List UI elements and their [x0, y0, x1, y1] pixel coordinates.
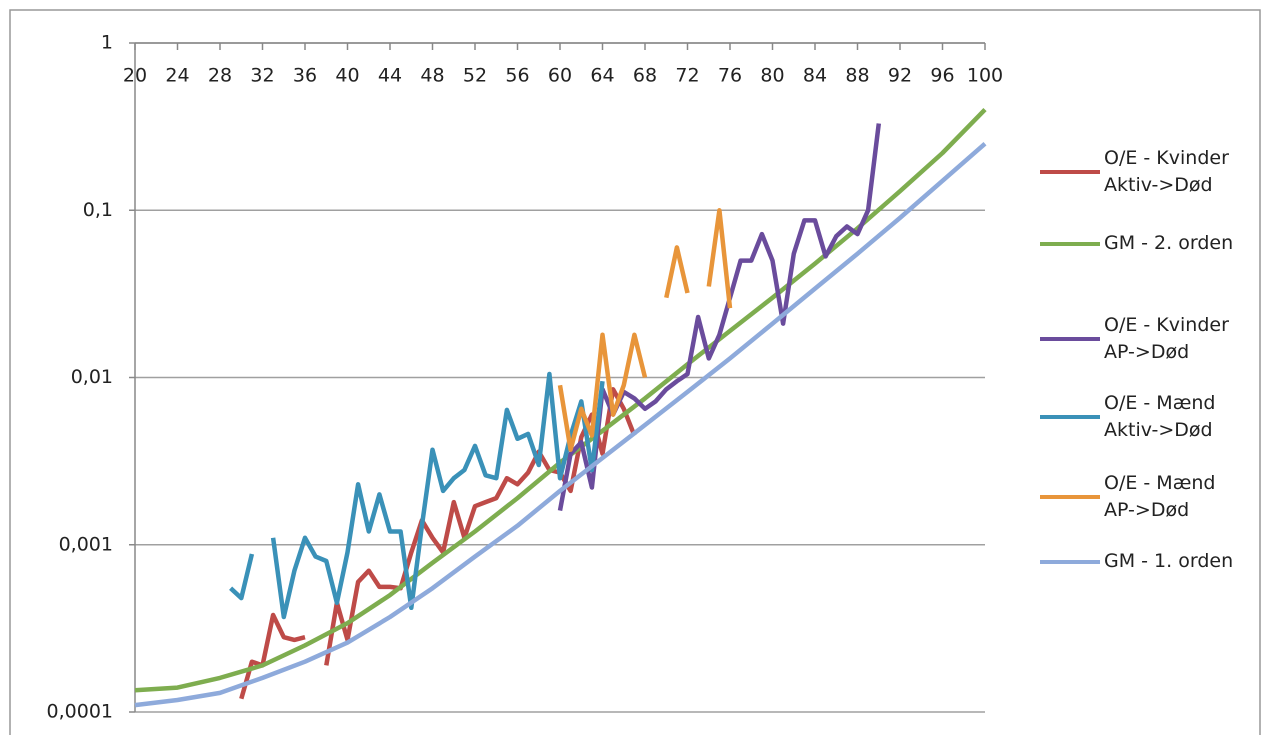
legend-item: O/E - Mænd Aktiv->Død: [1040, 390, 1215, 444]
series-line: [557, 208, 733, 452]
legend-swatch: [1040, 495, 1100, 499]
y-tick-label: 0,01: [71, 366, 113, 388]
legend-label: O/E - Kvinder AP->Død: [1104, 314, 1229, 363]
legend-label: GM - 2. orden: [1104, 232, 1234, 254]
x-tick-label: 100: [967, 65, 1003, 87]
series-line: [239, 387, 637, 700]
legend-swatch: [1040, 559, 1100, 564]
legend-swatch: [1040, 415, 1100, 419]
x-tick-label: 60: [548, 65, 572, 87]
x-tick-label: 80: [760, 65, 784, 87]
legend-label: O/E - Mænd Aktiv->Død: [1104, 392, 1216, 441]
x-tick-label: 68: [633, 65, 657, 87]
y-tick-label: 0,1: [83, 199, 113, 221]
x-tick-label: 40: [335, 65, 359, 87]
y-tick-label: 0,001: [59, 533, 113, 555]
x-tick-label: 20: [123, 65, 147, 87]
y-tick-label: 1: [101, 32, 113, 54]
chart-frame: [9, 9, 1261, 735]
series-line: [229, 371, 605, 620]
legend-swatch: [1040, 170, 1100, 174]
legend-item: O/E - Kvinder Aktiv->Død: [1040, 145, 1229, 199]
x-tick-label: 96: [930, 65, 954, 87]
series-line: [134, 108, 987, 693]
x-tick-label: 28: [208, 65, 232, 87]
x-tick-label: 64: [590, 65, 614, 87]
legend-item: O/E - Kvinder AP->Død: [1040, 312, 1229, 366]
legend-label: GM - 1. orden: [1104, 550, 1234, 572]
x-tick-label: 88: [845, 65, 869, 87]
x-tick-label: 84: [803, 65, 827, 87]
x-tick-label: 72: [675, 65, 699, 87]
x-tick-label: 44: [378, 65, 402, 87]
x-tick-label: 92: [888, 65, 912, 87]
legend-label: O/E - Kvinder Aktiv->Død: [1104, 147, 1229, 196]
x-tick-label: 24: [165, 65, 189, 87]
x-tick-label: 56: [505, 65, 529, 87]
legend-item: GM - 1. orden: [1040, 548, 1233, 575]
x-tick-label: 32: [250, 65, 274, 87]
x-tick-label: 36: [293, 65, 317, 87]
legend-label: O/E - Mænd AP->Død: [1104, 472, 1216, 521]
y-tick-label: 0,0001: [47, 701, 113, 723]
x-tick-label: 76: [718, 65, 742, 87]
x-tick-label: 52: [463, 65, 487, 87]
x-tick-label: 48: [420, 65, 444, 87]
series-line: [134, 142, 987, 708]
legend-item: GM - 2. orden: [1040, 230, 1233, 257]
legend-swatch: [1040, 241, 1100, 246]
legend-swatch: [1040, 337, 1100, 341]
legend-item: O/E - Mænd AP->Død: [1040, 470, 1215, 524]
